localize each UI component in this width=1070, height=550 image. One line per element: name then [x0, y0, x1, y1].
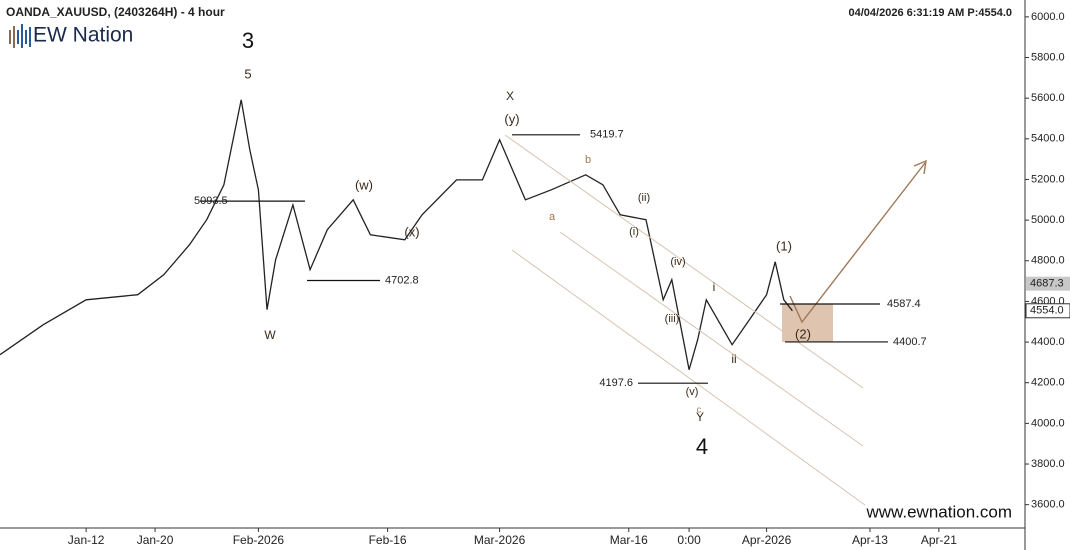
logo-text: EW Nation: [33, 24, 133, 47]
price-tag: [1026, 276, 1070, 291]
timestamp: 04/04/2026 6:31:19 AM P:4554.0: [849, 7, 1012, 19]
wave-label: 3: [242, 28, 254, 53]
x-tick-label: Mar-16: [610, 533, 648, 547]
wave-label: 4: [696, 434, 708, 459]
x-tick-label: Mar-2026: [474, 533, 526, 547]
x-tick-label: Apr-2026: [742, 533, 792, 547]
price-tag: [1025, 303, 1070, 319]
target-box: [782, 303, 833, 342]
wave-label: X: [506, 89, 514, 103]
y-tick-label: 3800.0: [1031, 458, 1065, 470]
wave-label: W: [264, 328, 276, 342]
y-tick-label: 5800.0: [1031, 51, 1065, 63]
level-label: 4587.4: [887, 298, 921, 310]
wave-label: b: [585, 154, 591, 166]
logo-icon: [9, 24, 31, 48]
wave-label: 5: [244, 66, 251, 81]
y-tick-label: 3600.0: [1031, 499, 1065, 511]
wave-label: (1): [776, 238, 792, 253]
wave-label: ii: [731, 352, 736, 366]
wave-label: (iii): [665, 313, 680, 325]
level-label: 4197.6: [599, 377, 633, 389]
level-label: 5419.7: [590, 129, 624, 141]
wave-label: (ii): [638, 192, 650, 204]
level-label: 4702.8: [385, 274, 419, 286]
x-tick-label: Feb-2026: [233, 533, 285, 547]
y-tick-label: 4000.0: [1031, 417, 1065, 429]
wave-label: i: [713, 280, 716, 294]
y-tick-label: 4400.0: [1031, 336, 1065, 348]
wave-label: (y): [504, 111, 519, 126]
wave-label: (x): [404, 224, 419, 239]
wave-label: c: [697, 404, 702, 414]
y-tick-label: 4800.0: [1031, 255, 1065, 267]
x-tick-label: Feb-16: [369, 533, 407, 547]
x-tick-label: 0:00: [677, 533, 701, 547]
wave-label: (w): [355, 177, 373, 192]
level-label: 5093.5: [194, 195, 228, 207]
x-tick-label: Jan-20: [137, 533, 174, 547]
y-tick-label: 5000.0: [1031, 214, 1065, 226]
y-tick-label: 4200.0: [1031, 377, 1065, 389]
watermark: www.ewnation.com: [865, 502, 1012, 521]
price-tag-label: 4687.3: [1030, 278, 1064, 290]
chart-title: OANDA_XAUUSD, (2403264H) - 4 hour: [6, 5, 225, 19]
level-label: 4400.7: [893, 336, 927, 348]
projection-arrow: [789, 159, 927, 324]
x-tick-label: Apr-13: [852, 533, 888, 547]
wave-label: (i): [629, 226, 639, 238]
wave-label: a: [549, 211, 556, 223]
x-tick-label: Apr-21: [921, 533, 957, 547]
wave-label: (v): [686, 386, 699, 398]
wave-label: (iv): [670, 256, 685, 268]
wave-label: Y: [696, 410, 704, 424]
price-line: [0, 99, 793, 370]
y-tick-label: 5200.0: [1031, 173, 1065, 185]
y-tick-label: 5400.0: [1031, 133, 1065, 145]
y-tick-label: 6000.0: [1031, 11, 1065, 23]
x-tick-label: Jan-12: [68, 533, 105, 547]
y-tick-label: 5600.0: [1031, 92, 1065, 104]
channel: [504, 134, 866, 506]
price-tag-label: 4554.0: [1030, 305, 1064, 317]
wave-label: (2): [795, 326, 811, 341]
